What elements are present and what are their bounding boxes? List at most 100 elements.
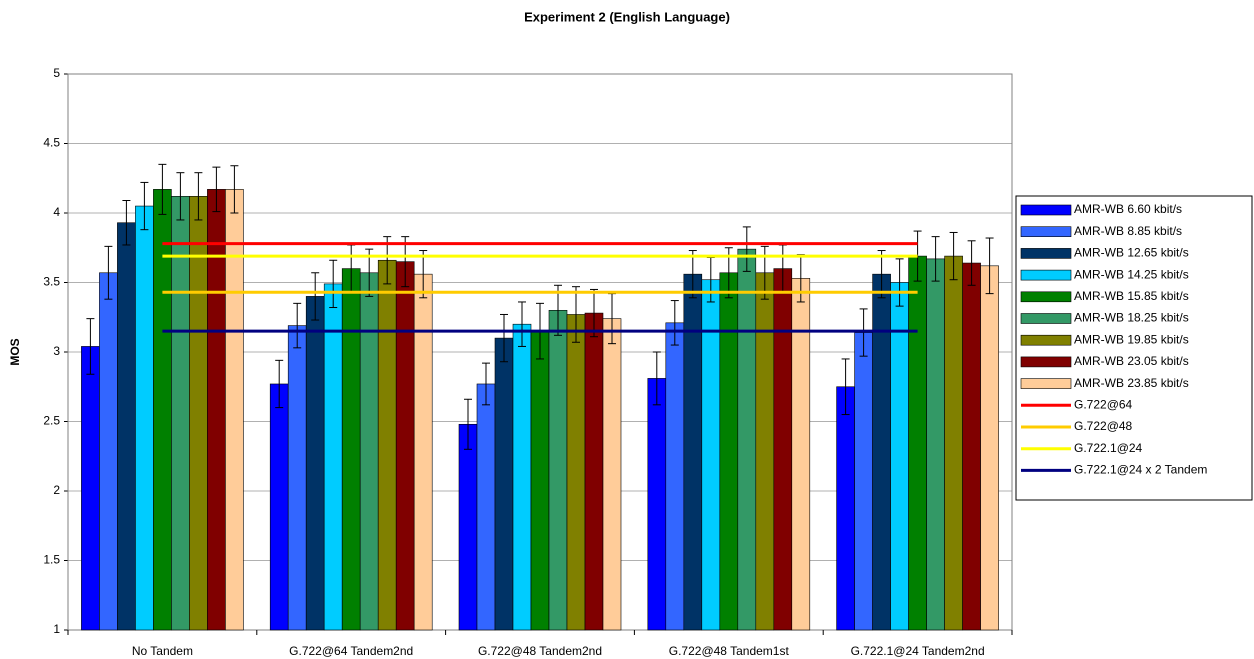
error-bar bbox=[652, 351, 661, 406]
legend-label: AMR-WB 18.25 kbit/s bbox=[1074, 311, 1189, 325]
error-bar bbox=[841, 358, 850, 416]
error-bar bbox=[518, 301, 526, 347]
legend-label: AMR-WB 6.60 kbit/s bbox=[1074, 202, 1182, 216]
bar bbox=[359, 272, 379, 631]
bar bbox=[854, 332, 873, 631]
bar bbox=[584, 312, 604, 631]
legend-swatch bbox=[1020, 356, 1072, 368]
bar bbox=[476, 383, 496, 631]
legend-swatch bbox=[1020, 204, 1072, 216]
bar bbox=[548, 309, 568, 631]
error-bar bbox=[104, 245, 113, 300]
error-bar bbox=[419, 250, 428, 299]
error-bar bbox=[329, 259, 338, 309]
x-tick-label: G.722@64 Tandem2nd bbox=[289, 644, 413, 658]
y-tick-label: 4.5 bbox=[43, 136, 60, 150]
bar bbox=[890, 282, 909, 631]
error-bar bbox=[194, 172, 203, 221]
bar bbox=[81, 346, 100, 631]
bar bbox=[566, 314, 586, 631]
bar bbox=[99, 272, 118, 631]
legend-label: G.722.1@24 x 2 Tandem bbox=[1074, 463, 1207, 477]
bar bbox=[719, 272, 739, 631]
legend-swatch bbox=[1020, 313, 1072, 324]
legend-label: AMR-WB 8.85 kbit/s bbox=[1074, 224, 1182, 238]
bar bbox=[773, 268, 793, 631]
legend-swatch bbox=[1020, 334, 1072, 346]
bar bbox=[189, 196, 208, 631]
bar bbox=[323, 283, 343, 631]
bar bbox=[135, 205, 154, 631]
legend-label: AMR-WB 19.85 kbit/s bbox=[1074, 332, 1189, 346]
bar bbox=[413, 273, 433, 631]
error-bar bbox=[985, 237, 994, 295]
chart-title: Experiment 2 (English Language) bbox=[524, 9, 730, 24]
bar bbox=[962, 262, 981, 631]
error-bar bbox=[230, 165, 239, 214]
error-bar bbox=[482, 362, 490, 406]
y-tick-label: 4 bbox=[53, 205, 60, 219]
bar bbox=[980, 265, 999, 631]
error-bar bbox=[877, 250, 886, 299]
error-bar bbox=[464, 398, 472, 450]
legend-swatch bbox=[1020, 291, 1072, 303]
error-bar bbox=[311, 272, 320, 321]
bar bbox=[836, 386, 855, 631]
bar bbox=[755, 272, 775, 631]
bar bbox=[530, 330, 550, 631]
bar bbox=[395, 261, 415, 631]
bar bbox=[305, 296, 325, 631]
error-bar bbox=[670, 300, 679, 346]
error-bar bbox=[967, 240, 976, 286]
x-tick-label: G.722@48 Tandem1st bbox=[669, 644, 790, 658]
error-bar bbox=[500, 313, 508, 363]
y-tick-label: 1 bbox=[53, 622, 60, 636]
y-axis-title: MOS bbox=[8, 338, 22, 365]
y-tick-label: 5 bbox=[53, 66, 60, 80]
bar bbox=[171, 196, 190, 631]
bar bbox=[494, 337, 514, 631]
bar bbox=[117, 222, 136, 631]
error-bar bbox=[742, 226, 751, 272]
bar bbox=[377, 259, 397, 631]
legend-label: AMR-WB 23.05 kbit/s bbox=[1074, 354, 1189, 368]
bar bbox=[602, 318, 622, 631]
error-bar bbox=[86, 318, 95, 375]
error-bar bbox=[895, 258, 904, 307]
legend-swatch bbox=[1020, 269, 1072, 281]
x-tick-label: G.722.1@24 Tandem2nd bbox=[851, 644, 985, 658]
legend-label: G.722@48 bbox=[1074, 419, 1133, 433]
error-bar bbox=[140, 181, 149, 231]
error-bar bbox=[293, 302, 302, 349]
bar bbox=[926, 258, 945, 631]
legend-label: AMR-WB 15.85 kbit/s bbox=[1074, 289, 1189, 303]
bar bbox=[341, 268, 361, 631]
error-bar bbox=[212, 166, 221, 213]
legend-label: G.722.1@24 bbox=[1074, 441, 1143, 455]
error-bar bbox=[931, 236, 940, 282]
legend-label: AMR-WB 14.25 kbit/s bbox=[1074, 267, 1189, 281]
legend-label: AMR-WB 12.65 kbit/s bbox=[1074, 246, 1189, 260]
bar bbox=[944, 255, 963, 631]
x-tick-label: G.722@48 Tandem2nd bbox=[478, 644, 602, 658]
bar bbox=[737, 248, 757, 631]
error-bar bbox=[176, 172, 185, 221]
bar bbox=[872, 273, 891, 631]
legend-swatch bbox=[1020, 226, 1072, 237]
legend-swatch bbox=[1020, 248, 1072, 259]
legend-label: G.722@64 bbox=[1074, 397, 1133, 411]
legend-swatch bbox=[1020, 378, 1072, 389]
error-bar bbox=[572, 286, 580, 343]
y-tick-label: 3 bbox=[53, 344, 60, 358]
error-bar bbox=[158, 163, 167, 215]
bar bbox=[269, 383, 289, 631]
error-bar bbox=[275, 359, 284, 409]
bar bbox=[908, 255, 927, 631]
bar bbox=[512, 323, 532, 631]
bar bbox=[683, 273, 703, 631]
error-bar bbox=[688, 250, 697, 299]
bar bbox=[647, 378, 667, 631]
y-tick-label: 3.5 bbox=[43, 275, 60, 289]
error-bar bbox=[949, 231, 958, 281]
